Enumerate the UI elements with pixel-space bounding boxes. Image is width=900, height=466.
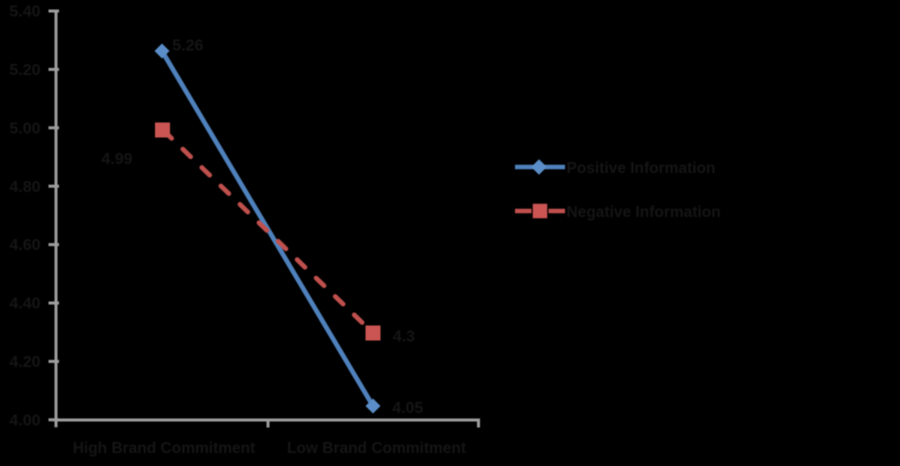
svg-text:5.40: 5.40 — [9, 4, 40, 21]
svg-text:4.40: 4.40 — [9, 296, 40, 313]
svg-text:4.20: 4.20 — [9, 354, 40, 371]
svg-text:Negative Information: Negative Information — [567, 204, 721, 221]
svg-text:4.80: 4.80 — [9, 179, 40, 196]
svg-text:4.3: 4.3 — [393, 328, 415, 345]
svg-text:High Brand Commitment: High Brand Commitment — [73, 440, 256, 457]
svg-text:4.05: 4.05 — [392, 400, 423, 417]
svg-text:5.26: 5.26 — [172, 37, 203, 54]
svg-text:4.60: 4.60 — [9, 237, 40, 254]
svg-text:5.20: 5.20 — [9, 62, 40, 79]
svg-text:Positive Information: Positive Information — [567, 160, 716, 177]
svg-text:4.99: 4.99 — [101, 151, 132, 168]
svg-text:4.00: 4.00 — [9, 412, 40, 429]
svg-text:5.00: 5.00 — [9, 120, 40, 137]
svg-text:Low Brand Commitment: Low Brand Commitment — [287, 440, 466, 457]
